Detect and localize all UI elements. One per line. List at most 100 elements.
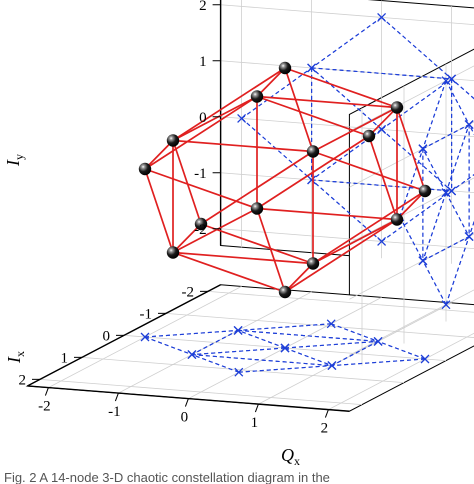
constellation-node <box>278 285 292 299</box>
constellation-edge <box>172 67 286 142</box>
projection-marker <box>464 120 474 130</box>
tick-label: 1 <box>199 54 207 70</box>
figure-caption: Fig. 2 A 14-node 3-D chaotic constellati… <box>4 470 330 484</box>
tick-mark <box>44 387 49 396</box>
constellation-node <box>306 257 320 270</box>
projection-edge <box>191 329 239 356</box>
projection-marker <box>447 74 457 84</box>
projection-edge <box>422 192 447 261</box>
projection-marker <box>441 188 451 198</box>
constellation-edge <box>172 223 202 254</box>
constellation-edge <box>312 190 426 265</box>
constellation-edge <box>284 218 398 293</box>
projection-edge <box>422 260 447 305</box>
projection-marker <box>447 186 457 196</box>
constellation-edge <box>172 251 314 265</box>
projection-edge <box>468 220 474 237</box>
tick-label: 2 <box>199 0 207 14</box>
projection-edge <box>422 80 447 149</box>
tick-label: -2 <box>182 284 195 300</box>
tick-label: -1 <box>108 404 121 420</box>
constellation-edge <box>144 139 174 170</box>
tick-label: -1 <box>194 166 207 182</box>
constellation-edge <box>256 208 286 293</box>
constellation-edge <box>256 207 398 221</box>
constellation-edge <box>368 106 398 137</box>
projection-edge <box>331 358 426 367</box>
projection-marker <box>441 76 451 86</box>
tick-mark <box>324 409 329 418</box>
projection-edge <box>191 347 286 356</box>
projection-edge <box>381 128 452 192</box>
projection-marker <box>441 300 451 310</box>
projection-marker <box>418 144 428 154</box>
projection-edge <box>381 78 452 130</box>
xlabel-Qx: Qx <box>281 445 300 468</box>
projection-marker <box>326 319 336 329</box>
constellation-node <box>418 184 432 198</box>
tick-label: -2 <box>38 399 51 415</box>
projection-edge <box>311 16 382 69</box>
projection-layer <box>140 12 474 377</box>
projection-edge <box>238 323 332 331</box>
projection-edge <box>399 148 424 218</box>
constellation-edge <box>312 106 398 153</box>
projection-edge <box>399 216 424 262</box>
constellation-edge <box>312 150 426 192</box>
constellation-edge <box>144 168 258 210</box>
ylabel-Ix: Ix <box>4 351 27 364</box>
tick-label: 1 <box>61 350 69 366</box>
projection-marker <box>377 12 387 22</box>
constellation-edge <box>172 95 258 142</box>
constellation-node <box>166 134 180 147</box>
constellation-edge <box>368 135 398 220</box>
projection-marker <box>187 350 197 360</box>
constellation-edge <box>172 251 286 293</box>
constellation-edge <box>172 207 258 254</box>
projection-edge <box>445 124 470 193</box>
constellation-edge <box>396 190 426 221</box>
projection-edge <box>422 124 470 150</box>
projection-marker <box>307 63 317 73</box>
constellation-edge <box>284 67 398 109</box>
floor <box>25 284 474 412</box>
tick-mark <box>254 403 259 413</box>
projection-edge <box>238 329 379 342</box>
constellation-node <box>166 246 180 259</box>
grid-line <box>349 121 474 188</box>
constellation-node <box>250 202 264 215</box>
grid-line <box>81 356 405 384</box>
tick-label: -1 <box>140 306 153 322</box>
projection-edge <box>451 174 474 192</box>
constellation-edge <box>172 139 314 153</box>
constellation-edge <box>256 95 370 137</box>
projection-marker <box>140 332 150 342</box>
constellation-node <box>278 61 292 75</box>
tick-label: 1 <box>251 415 259 431</box>
ylabel-Iy: Iy <box>3 154 26 167</box>
projection-marker <box>377 236 387 246</box>
projection-edge <box>331 340 379 367</box>
projection-marker <box>373 336 383 346</box>
projection-edge <box>191 354 239 373</box>
projection-marker <box>237 113 247 123</box>
constellation-edge <box>396 107 426 192</box>
grid-line <box>39 378 363 406</box>
projection-edge <box>331 323 379 342</box>
projection-edge <box>381 190 452 242</box>
tick-labels: 2 1 0 -1 -2 -2 -1 0 1 2 -2 -1 0 1 2 <box>19 0 329 437</box>
constellation-node <box>194 217 208 231</box>
tick-label: 2 <box>19 372 27 388</box>
projection-marker <box>234 367 244 377</box>
projection-edge <box>377 340 426 360</box>
projection-edge <box>311 67 452 80</box>
tick-mark <box>114 392 119 402</box>
tick-mark <box>184 398 189 407</box>
constellation-edge <box>200 223 314 265</box>
constellation-edge <box>144 168 174 253</box>
projection-marker <box>420 354 430 364</box>
constellation-node <box>362 129 376 143</box>
projection-edge <box>445 80 470 125</box>
projection-edge <box>237 329 286 349</box>
